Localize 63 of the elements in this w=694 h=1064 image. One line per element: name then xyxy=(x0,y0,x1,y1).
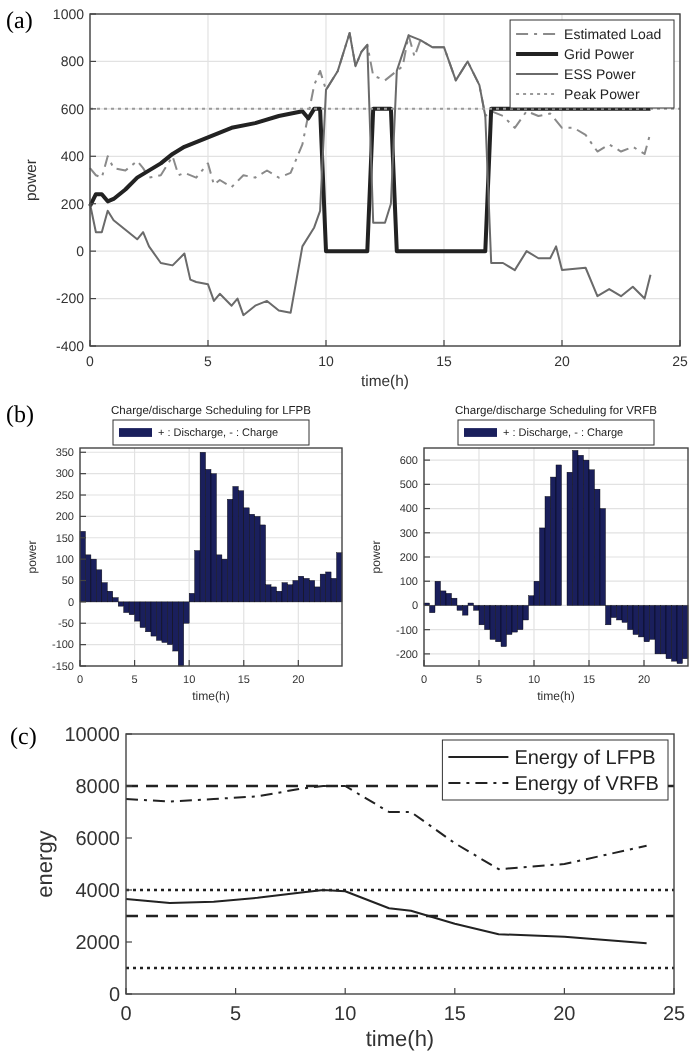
y-tick-label: 4000 xyxy=(75,881,121,903)
bar xyxy=(462,605,469,616)
line-series xyxy=(88,106,653,254)
bar xyxy=(232,486,239,603)
bar xyxy=(325,571,332,603)
bar xyxy=(309,580,315,603)
bar xyxy=(456,605,463,611)
bar xyxy=(616,605,623,621)
y-tick-label: 10000 xyxy=(64,725,121,747)
legend-label: Energy of LFPB xyxy=(514,748,657,770)
bar xyxy=(123,601,130,613)
bar xyxy=(298,576,304,603)
bar xyxy=(517,605,524,630)
bar xyxy=(445,593,452,606)
bar xyxy=(281,582,288,603)
y-tick-label: 0 xyxy=(108,985,121,1007)
bar xyxy=(161,601,168,643)
bar xyxy=(287,584,294,603)
bar xyxy=(621,605,628,623)
bar xyxy=(610,605,617,618)
bar xyxy=(134,601,141,622)
x-tick-label: 10 xyxy=(334,1004,358,1026)
bar xyxy=(632,605,639,635)
text: (a) xyxy=(6,6,33,34)
bar xyxy=(451,597,458,606)
bar xyxy=(254,516,261,603)
bar xyxy=(128,601,135,615)
x-tick-label: 20 xyxy=(553,1004,577,1026)
bar xyxy=(118,601,124,607)
bar xyxy=(500,605,507,647)
bar xyxy=(489,605,496,640)
text: (b) xyxy=(6,400,34,428)
y-tick-label: 2000 xyxy=(75,933,121,955)
bar xyxy=(303,578,310,603)
bar xyxy=(139,601,146,628)
y-axis-title: energy xyxy=(34,829,58,898)
bar xyxy=(270,586,277,603)
x-tick-label: 25 xyxy=(662,1004,686,1026)
x-tick-label: 5 xyxy=(230,1004,243,1026)
bar xyxy=(643,605,650,642)
bar xyxy=(292,580,299,603)
text: (c) xyxy=(10,722,37,750)
bar xyxy=(555,464,562,606)
text: Energy of VRFB xyxy=(514,774,660,796)
bar xyxy=(210,473,217,603)
x-tick-label: 15 xyxy=(443,1004,467,1026)
bar xyxy=(112,597,119,603)
bar xyxy=(90,558,97,603)
bar xyxy=(319,573,326,603)
bar xyxy=(676,605,683,664)
y-tick-label: 8000 xyxy=(75,777,121,799)
bar xyxy=(150,601,157,637)
bar xyxy=(665,605,672,659)
x-axis-title: time(h) xyxy=(365,1028,435,1052)
bar xyxy=(478,605,485,626)
bar xyxy=(654,605,661,655)
bar xyxy=(577,455,584,606)
bar xyxy=(434,581,441,606)
bar xyxy=(178,601,184,667)
y-tick-label: 6000 xyxy=(75,829,121,851)
bar xyxy=(511,605,518,633)
bar xyxy=(199,452,206,603)
bar xyxy=(259,524,266,603)
